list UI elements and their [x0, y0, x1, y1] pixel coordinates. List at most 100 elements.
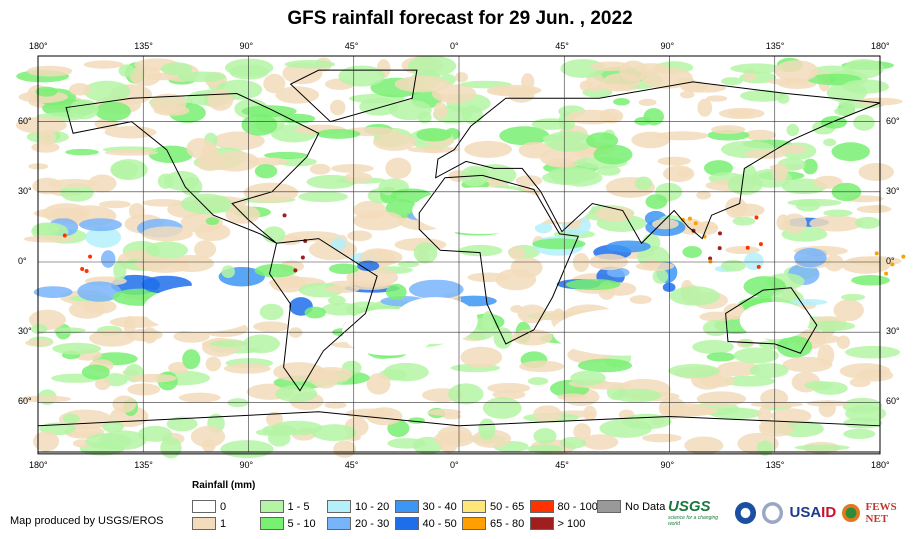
- rain-patch: [259, 303, 284, 321]
- rain-patch: [18, 395, 72, 403]
- legend-swatch: [259, 500, 284, 513]
- rain-patch: [702, 319, 729, 337]
- rain-patch: [692, 339, 734, 355]
- rain-patch: [527, 377, 549, 385]
- rain-patch: [344, 172, 373, 183]
- rain-patch: [242, 334, 280, 354]
- rain-patch: [643, 108, 665, 126]
- heavy-rain-spot: [680, 217, 685, 222]
- rain-patch: [732, 216, 756, 226]
- rain-patch: [209, 340, 251, 348]
- rain-patch: [407, 55, 457, 77]
- heavy-rain-spot: [80, 266, 85, 271]
- rain-patch: [205, 217, 220, 225]
- rain-patch: [100, 250, 116, 268]
- rain-patch: [725, 197, 747, 219]
- rain-patch: [655, 131, 709, 141]
- rain-patch: [593, 144, 633, 165]
- logos: USGS science for a changing world USAID F…: [668, 498, 920, 527]
- legend-item: 1 - 5: [259, 500, 310, 513]
- rain-patch: [128, 203, 145, 220]
- rain-patch: [534, 222, 553, 234]
- rain-patch: [720, 77, 743, 86]
- rain-patch: [254, 263, 298, 278]
- heavy-rain-spot: [88, 254, 93, 259]
- rain-patch: [727, 174, 763, 195]
- legend-label: 10 - 20: [355, 500, 390, 513]
- rain-patch: [749, 363, 789, 378]
- rain-patch: [65, 148, 100, 156]
- map-frame: [37, 55, 881, 453]
- rain-patch: [634, 63, 669, 75]
- rain-patch: [743, 129, 777, 141]
- rain-patch: [831, 142, 871, 162]
- legend-item: 65 - 80: [462, 517, 524, 530]
- rain-patch: [696, 391, 747, 407]
- rain-patch: [275, 86, 320, 104]
- rain-patch: [68, 83, 91, 96]
- rain-patch: [760, 388, 789, 408]
- heavy-rain-spot: [693, 221, 698, 226]
- rain-patch: [510, 305, 524, 313]
- rain-patch: [38, 129, 56, 147]
- lat-tick-right: 30°: [886, 326, 900, 337]
- rain-patch: [641, 433, 682, 443]
- heavy-rain-spot: [890, 262, 895, 267]
- rain-patch: [333, 440, 357, 458]
- rain-patch: [241, 105, 297, 118]
- rain-patch: [284, 59, 336, 69]
- rain-patch: [573, 423, 591, 441]
- lat-tick-left: 30°: [18, 326, 32, 337]
- heavy-rain-spot: [758, 242, 763, 247]
- legend-label: 0: [220, 500, 227, 513]
- rain-patch: [407, 146, 459, 153]
- legend-label: 1 - 5: [287, 500, 310, 513]
- rain-patch: [207, 89, 234, 111]
- legend-label: 1: [220, 517, 227, 530]
- rain-patch: [177, 71, 226, 83]
- rain-patch: [613, 98, 630, 106]
- rain-patch: [397, 260, 420, 268]
- rain-patch: [346, 267, 399, 288]
- rain-patch: [141, 258, 190, 273]
- rain-patch: [243, 182, 299, 203]
- rain-patch: [353, 200, 387, 220]
- heavy-rain-spot: [717, 231, 722, 236]
- rain-patch: [804, 380, 834, 390]
- rain-patch: [33, 208, 86, 219]
- map-credit: Map produced by USGS/EROS: [10, 515, 164, 527]
- rain-patch: [682, 246, 702, 258]
- heavy-rain-spot: [874, 251, 879, 256]
- rain-patch: [834, 107, 856, 116]
- rain-patch: [53, 327, 86, 334]
- rain-patch: [757, 406, 772, 425]
- lon-tick-bottom: 45°: [555, 460, 569, 470]
- rain-patch: [109, 316, 163, 328]
- rain-patch: [772, 163, 788, 182]
- rain-patch: [629, 295, 652, 304]
- rain-patch: [277, 157, 317, 167]
- rain-patch: [15, 116, 67, 134]
- rain-patch: [94, 118, 119, 130]
- lon-tick-bottom: 90°: [660, 460, 675, 470]
- rain-patch: [869, 204, 889, 211]
- rain-patch: [137, 425, 173, 442]
- rain-patch: [79, 218, 122, 232]
- rain-patch: [833, 299, 864, 322]
- rain-patch: [669, 286, 720, 306]
- rain-patch: [744, 149, 786, 159]
- rain-patch: [113, 260, 127, 281]
- rain-patch: [254, 164, 278, 179]
- rain-patch: [88, 174, 117, 193]
- rain-patch: [85, 226, 122, 248]
- rain-patch: [321, 302, 361, 316]
- rain-patch: [357, 260, 380, 272]
- rain-patch: [166, 416, 198, 432]
- rain-patch: [634, 176, 653, 191]
- rain-patch: [98, 200, 132, 209]
- lon-tick-top: 135°: [134, 41, 153, 51]
- heavy-rain-spot: [293, 268, 298, 273]
- rain-patch: [809, 215, 863, 232]
- rain-patch: [178, 392, 221, 403]
- rain-patch: [304, 306, 326, 319]
